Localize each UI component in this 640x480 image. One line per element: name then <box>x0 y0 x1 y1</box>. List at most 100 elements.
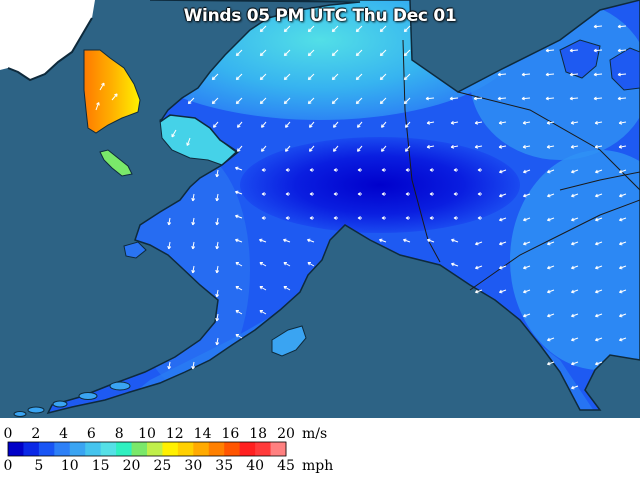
legend-tick-ms: 8 <box>114 426 124 442</box>
legend-tick-ms: 6 <box>86 426 96 442</box>
legend-swatch <box>100 442 117 456</box>
wind-arrow <box>381 168 386 172</box>
wind-arrow <box>427 238 435 243</box>
wind-arrow <box>283 97 291 105</box>
wind-arrow <box>453 192 458 196</box>
wind-arrow <box>451 238 459 243</box>
wind-arrow <box>309 192 314 196</box>
wind-arrow <box>307 73 315 81</box>
wind-arrow <box>261 216 266 220</box>
wind-arrow <box>474 144 483 149</box>
wind-arrow <box>617 72 627 77</box>
wind-arrow <box>593 24 603 29</box>
wind-arrow <box>426 120 435 125</box>
wind-arrow <box>167 361 172 370</box>
wind-arrow <box>309 168 314 172</box>
wind-arrow <box>307 97 315 105</box>
wind-arrow <box>619 289 627 294</box>
wind-arrow <box>235 262 243 267</box>
wind-arrow <box>283 286 291 291</box>
wind-arrow <box>547 361 555 366</box>
legend-swatch <box>162 442 179 456</box>
wind-arrow <box>595 361 603 366</box>
wind-arrow <box>571 289 579 294</box>
wind-arrow <box>595 169 603 174</box>
legend-tick-mph: 0 <box>3 458 13 474</box>
legend-tick-mph: 15 <box>91 458 110 474</box>
wind-arrow <box>475 241 483 246</box>
wind-arrow <box>547 289 555 294</box>
wind-arrow <box>285 145 291 152</box>
wind-arrow <box>449 96 459 101</box>
legend-swatch <box>85 442 102 456</box>
wind-arrow <box>191 193 196 202</box>
legend-swatch <box>255 442 272 456</box>
wind-arrow <box>547 313 555 318</box>
wind-arrow <box>357 121 363 128</box>
wind-arrow <box>403 73 411 81</box>
wind-arrow <box>617 96 627 101</box>
wind-arrow <box>425 96 435 101</box>
wind-arrow <box>283 73 291 81</box>
nunivak-island <box>123 241 147 259</box>
wind-arrow <box>617 48 627 53</box>
north-slope-zone <box>120 0 520 120</box>
wind-arrow <box>355 97 363 105</box>
wind-arrow <box>309 145 315 152</box>
wind-arrow <box>309 121 315 128</box>
legend-swatch <box>147 442 163 456</box>
wind-arrow <box>167 241 172 250</box>
wind-arrow <box>619 169 627 174</box>
wind-arrow <box>545 72 555 77</box>
wind-arrow <box>403 25 411 33</box>
legend-unit-mph: mph <box>302 458 334 474</box>
wind-arrow <box>333 145 339 152</box>
wind-arrow <box>569 72 579 77</box>
wind-arrow <box>571 241 579 246</box>
wind-arrow <box>381 216 386 220</box>
legend-tick-ms: 10 <box>138 426 156 442</box>
wind-arrow <box>499 265 507 270</box>
wind-arrow <box>111 93 118 101</box>
wind-arrow <box>191 361 196 370</box>
wind-arrow <box>405 192 410 196</box>
wind-arrow <box>545 96 555 101</box>
wind-arrow <box>355 49 363 57</box>
wind-arrow <box>333 192 338 196</box>
legend-tick-mph: 45 <box>277 458 295 474</box>
wind-arrow <box>191 241 196 250</box>
wind-arrow <box>405 216 410 220</box>
wind-arrow <box>215 169 220 178</box>
wind-arrow <box>259 262 267 267</box>
wind-arrow <box>521 96 531 101</box>
legend-swatch <box>131 442 148 456</box>
legend-swatch <box>8 442 24 456</box>
wind-arrow <box>497 96 507 101</box>
wind-arrow <box>191 217 196 226</box>
wind-arrow <box>477 192 482 196</box>
wind-arrow <box>547 265 555 270</box>
wind-arrow <box>259 97 267 105</box>
wind-arrow <box>547 169 555 174</box>
kodiak-island <box>271 325 307 357</box>
legend-swatch <box>69 442 86 456</box>
wind-arrow <box>571 193 579 198</box>
wind-arrow <box>331 49 339 57</box>
wind-arrow <box>595 313 603 318</box>
wind-arrows <box>95 24 627 390</box>
wind-arrow <box>307 262 315 267</box>
legend-swatch <box>224 442 241 456</box>
wind-arrow <box>307 25 315 33</box>
legend-swatch <box>54 442 71 456</box>
wind-arrow <box>331 25 339 33</box>
map-canvas <box>0 0 640 418</box>
wind-arrow <box>522 120 531 125</box>
legend-tick-mph: 20 <box>122 458 141 474</box>
wind-arrow <box>450 144 459 149</box>
wind-arrow <box>235 334 243 339</box>
wind-arrow <box>523 241 531 246</box>
wind-arrow <box>571 169 579 174</box>
legend-tick-mph: 25 <box>153 458 172 474</box>
wind-arrow <box>497 72 507 77</box>
wind-arrow <box>285 192 290 196</box>
